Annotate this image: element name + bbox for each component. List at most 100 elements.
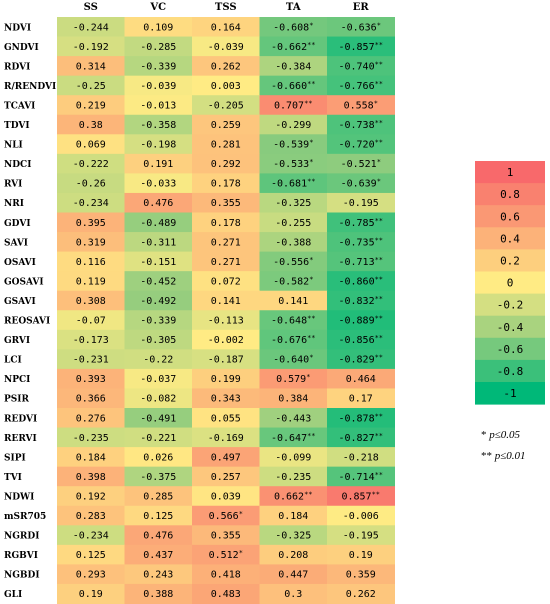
cell-value: -0.735**: [338, 236, 383, 248]
heatmap-cell: [259, 173, 328, 194]
cell-value: 0.558*: [344, 99, 378, 111]
cell-value: 0.512*: [209, 549, 243, 561]
cell-value: -0.676**: [271, 334, 316, 346]
heatmap-cell: [124, 525, 193, 546]
cell-value: 0.184: [278, 511, 308, 522]
cell-value: 0.191: [143, 159, 173, 170]
heatmap-cell: [57, 388, 125, 409]
heatmap-cell: [327, 17, 395, 38]
cell-value: 0.447: [278, 570, 308, 581]
cell-value: 0.464: [346, 374, 376, 385]
heatmap-cell: [192, 310, 260, 331]
cell-value: 0.259: [211, 120, 241, 131]
heatmap-cell: [192, 212, 260, 233]
heatmap-cell: [124, 368, 193, 389]
heatmap-cell: [259, 56, 328, 77]
heatmap-cell: [259, 388, 328, 409]
row-label: GDVI: [4, 219, 31, 229]
cell-value: -0.339: [140, 316, 176, 327]
legend-label: -0.2: [497, 299, 524, 312]
column-header-er: ER: [353, 2, 370, 13]
heatmap-cell: [327, 153, 395, 174]
cell-value: -0.636*: [341, 21, 381, 33]
cell-value: -0.832**: [338, 295, 383, 307]
heatmap-cell: [124, 17, 193, 38]
cell-value: 0.116: [76, 257, 106, 268]
heatmap-cell: [327, 408, 395, 429]
row-label: PSIR: [4, 395, 29, 405]
cell-value: -0.452: [140, 276, 176, 287]
cell-value: 0.283: [76, 511, 106, 522]
cell-value: 0.184: [76, 452, 106, 463]
cell-value: 0.119: [76, 276, 106, 287]
cell-value: -0.640*: [273, 354, 313, 366]
heatmap-cell: [259, 329, 328, 350]
heatmap-cell: [327, 134, 395, 155]
heatmap-cell: [192, 290, 260, 311]
cell-value: -0.311: [140, 237, 176, 248]
heatmap-cell: [124, 36, 193, 57]
heatmap-cell: [57, 232, 125, 253]
heatmap-cell: [327, 329, 395, 350]
heatmap-cell: [124, 564, 193, 585]
cell-value: -0.235: [73, 433, 109, 444]
cell-value: 0.418: [211, 570, 241, 581]
heatmap-cell: [124, 95, 193, 116]
heatmap-cell: [327, 114, 395, 135]
note-p001-stars: **: [481, 450, 492, 462]
cell-value: -0.681**: [271, 178, 316, 190]
cell-value: -0.388: [275, 237, 311, 248]
heatmap-cell: [327, 388, 395, 409]
cell-value: -0.384: [275, 61, 311, 72]
cell-value: 0.384: [278, 394, 308, 405]
row-label: TVI: [4, 473, 22, 483]
cell-value: -0.099: [275, 452, 311, 463]
heatmap-cell: [327, 486, 395, 507]
heatmap-cell: [192, 251, 260, 272]
cell-value: -0.339: [140, 61, 176, 72]
cell-value: -0.037: [140, 374, 176, 385]
cell-value: -0.533*: [273, 158, 313, 170]
heatmap-cell: [327, 427, 395, 448]
cell-value: 0.437: [143, 550, 173, 561]
heatmap-cell: [124, 583, 193, 604]
heatmap-cell: [259, 271, 328, 292]
row-label: LCI: [4, 356, 22, 366]
heatmap-cell: [192, 525, 260, 546]
heatmap-cell: [327, 564, 395, 585]
heatmap-cell: [57, 56, 125, 77]
heatmap-cell: [327, 192, 395, 213]
row-label: RVI: [4, 180, 22, 190]
cell-value: -0.218: [343, 452, 379, 463]
heatmap-cell: [259, 486, 328, 507]
heatmap-cell: [327, 544, 395, 565]
cell-value: 0.579*: [276, 373, 310, 385]
heatmap-cell: [192, 544, 260, 565]
cell-value: -0.205: [208, 100, 244, 111]
cell-value: -0.714**: [338, 471, 383, 483]
legend-label: 0.4: [500, 232, 520, 245]
cell-value: -0.22: [143, 355, 173, 366]
heatmap-cell: [57, 271, 125, 292]
row-label: RERVI: [4, 434, 37, 444]
cell-value: 0.366: [76, 394, 106, 405]
cell-value: -0.002: [208, 335, 244, 346]
heatmap-cell: [57, 75, 125, 96]
heatmap-cell: [57, 290, 125, 311]
heatmap-cell: [327, 212, 395, 233]
cell-value: 0.308: [76, 296, 106, 307]
heatmap-cell: [57, 447, 125, 468]
cell-value: -0.785**: [338, 217, 383, 229]
cell-value: -0.860**: [338, 275, 383, 287]
cell-value: 0.662**: [274, 490, 313, 502]
cell-value: -0.647**: [271, 432, 316, 444]
cell-value: -0.539*: [273, 139, 313, 151]
cell-value: 0.355: [211, 531, 241, 542]
heatmap-cell: [57, 544, 125, 565]
cell-value: 0.178: [211, 179, 241, 190]
heatmap-cell: [192, 271, 260, 292]
heatmap-cell: [327, 95, 395, 116]
row-label: RDVI: [4, 62, 30, 72]
cell-value: -0.856**: [338, 334, 383, 346]
heatmap-cell: [192, 56, 260, 77]
